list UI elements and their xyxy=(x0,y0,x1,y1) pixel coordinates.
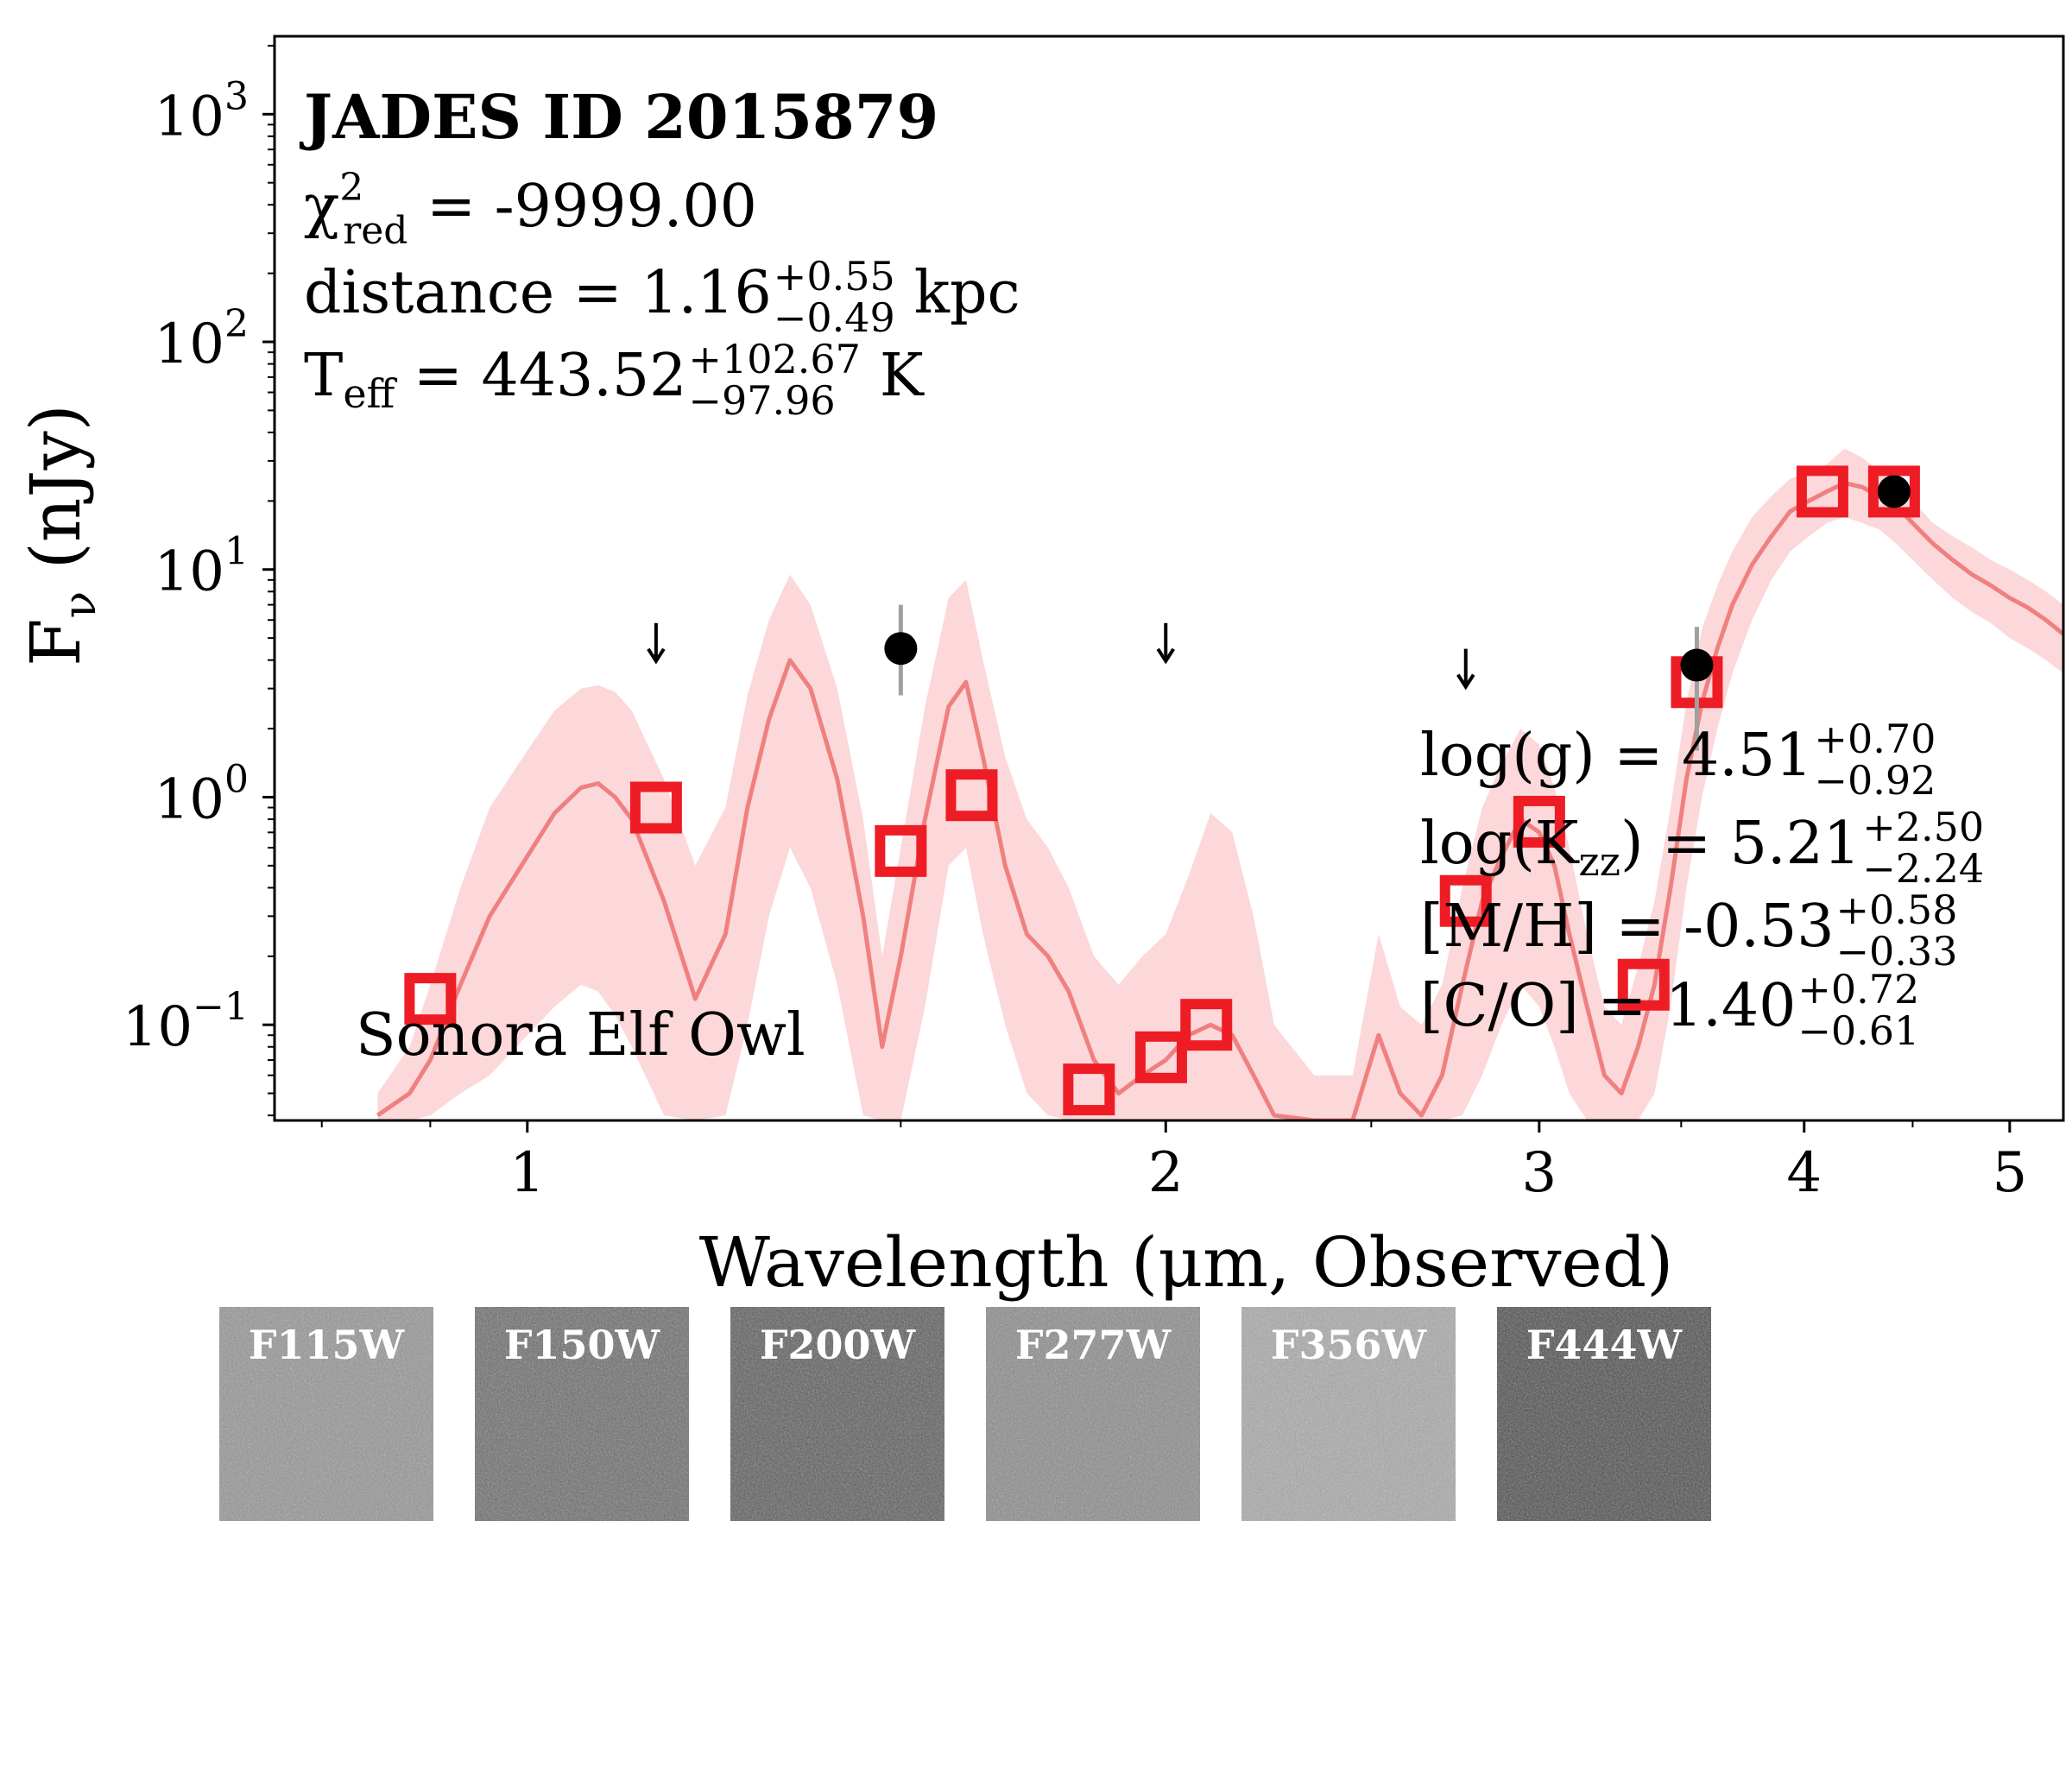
cutout-noise xyxy=(219,1307,433,1521)
teff-annotation: Teff = 443.52+102.67 −97.96 K xyxy=(304,336,925,424)
distance-annotation: distance = 1.16+0.55 −0.49 kpc xyxy=(304,253,1020,341)
cutout-label: F115W xyxy=(249,1322,406,1368)
observed-detection-point xyxy=(884,632,918,666)
param-annotation: log(g) = 4.51+0.70 −0.92 xyxy=(1420,716,1936,804)
cutout-noise xyxy=(475,1307,689,1521)
model-photometry-square xyxy=(629,781,682,834)
model-label: Sonora Elf Owl xyxy=(356,1001,805,1070)
param-annotation: [C/O] = 1.40+0.72 −0.61 xyxy=(1420,966,1919,1054)
x-tick-label: 4 xyxy=(1786,1141,1822,1205)
y-tick-label: 103 xyxy=(155,74,249,148)
x-tick-label: 2 xyxy=(1148,1141,1184,1205)
model-uncertainty-band xyxy=(377,448,2063,1120)
model-photometry-square xyxy=(945,769,998,822)
x-tick-label: 3 xyxy=(1521,1141,1557,1205)
model-photometry-square xyxy=(1796,465,1848,518)
observed-detection-point xyxy=(1680,648,1714,682)
cutout-label: F444W xyxy=(1526,1322,1684,1368)
cutout-label: F200W xyxy=(760,1322,917,1368)
cutout-label: F356W xyxy=(1271,1322,1428,1368)
model-photometry-square xyxy=(1063,1063,1115,1116)
upper-limit-arrow xyxy=(1156,622,1175,665)
cutout-stamp: F115W xyxy=(219,1307,433,1521)
upper-limit-arrow xyxy=(1456,648,1475,691)
y-tick-label: 100 xyxy=(155,757,249,831)
model-photometry-square xyxy=(1867,465,1920,518)
cutout-label: F150W xyxy=(504,1322,661,1368)
param-annotation: [M/H] = -0.53+0.58 −0.33 xyxy=(1420,887,1957,975)
y-tick-label: 10−1 xyxy=(123,985,249,1059)
cutout-label: F277W xyxy=(1015,1322,1172,1368)
observed-detection-point xyxy=(1877,475,1911,508)
y-tick-label: 101 xyxy=(155,530,249,604)
cutout-noise xyxy=(1497,1307,1711,1521)
cutout-stamp: F444W xyxy=(1497,1307,1711,1521)
x-tick-label: 1 xyxy=(509,1141,545,1205)
chi2-annotation: χ2 red = -9999.00 xyxy=(304,166,757,253)
cutout-stamp: F150W xyxy=(475,1307,689,1521)
cutout-stamp: F277W xyxy=(986,1307,1200,1521)
upper-limit-arrow xyxy=(647,622,666,665)
y-axis-label: Fν (nJy) xyxy=(16,404,106,666)
cutout-noise xyxy=(730,1307,944,1521)
plot-frame xyxy=(273,35,2065,1122)
cutout-stamp: F200W xyxy=(730,1307,944,1521)
model-photometry-square xyxy=(1439,874,1492,927)
model-photometry-square xyxy=(1617,958,1670,1011)
x-axis-label: Wavelength (μm, Observed) xyxy=(699,1222,1674,1303)
cutout-noise xyxy=(986,1307,1200,1521)
y-tick-label: 102 xyxy=(155,302,249,376)
model-photometry-square xyxy=(1513,795,1565,848)
model-spectrum-line xyxy=(376,481,2063,1120)
x-tick-label: 5 xyxy=(1992,1141,2027,1205)
cutout-noise xyxy=(1241,1307,1456,1521)
object-title: JADES ID 2015879 xyxy=(299,81,938,153)
model-photometry-square xyxy=(1180,999,1233,1051)
model-photometry-square xyxy=(875,824,927,877)
cutout-stamp: F356W xyxy=(1241,1307,1456,1521)
param-annotation: log(Kzz) = 5.21+2.50 −2.24 xyxy=(1420,804,1984,892)
model-photometry-square xyxy=(404,973,457,1026)
model-photometry-square xyxy=(1134,1031,1187,1083)
